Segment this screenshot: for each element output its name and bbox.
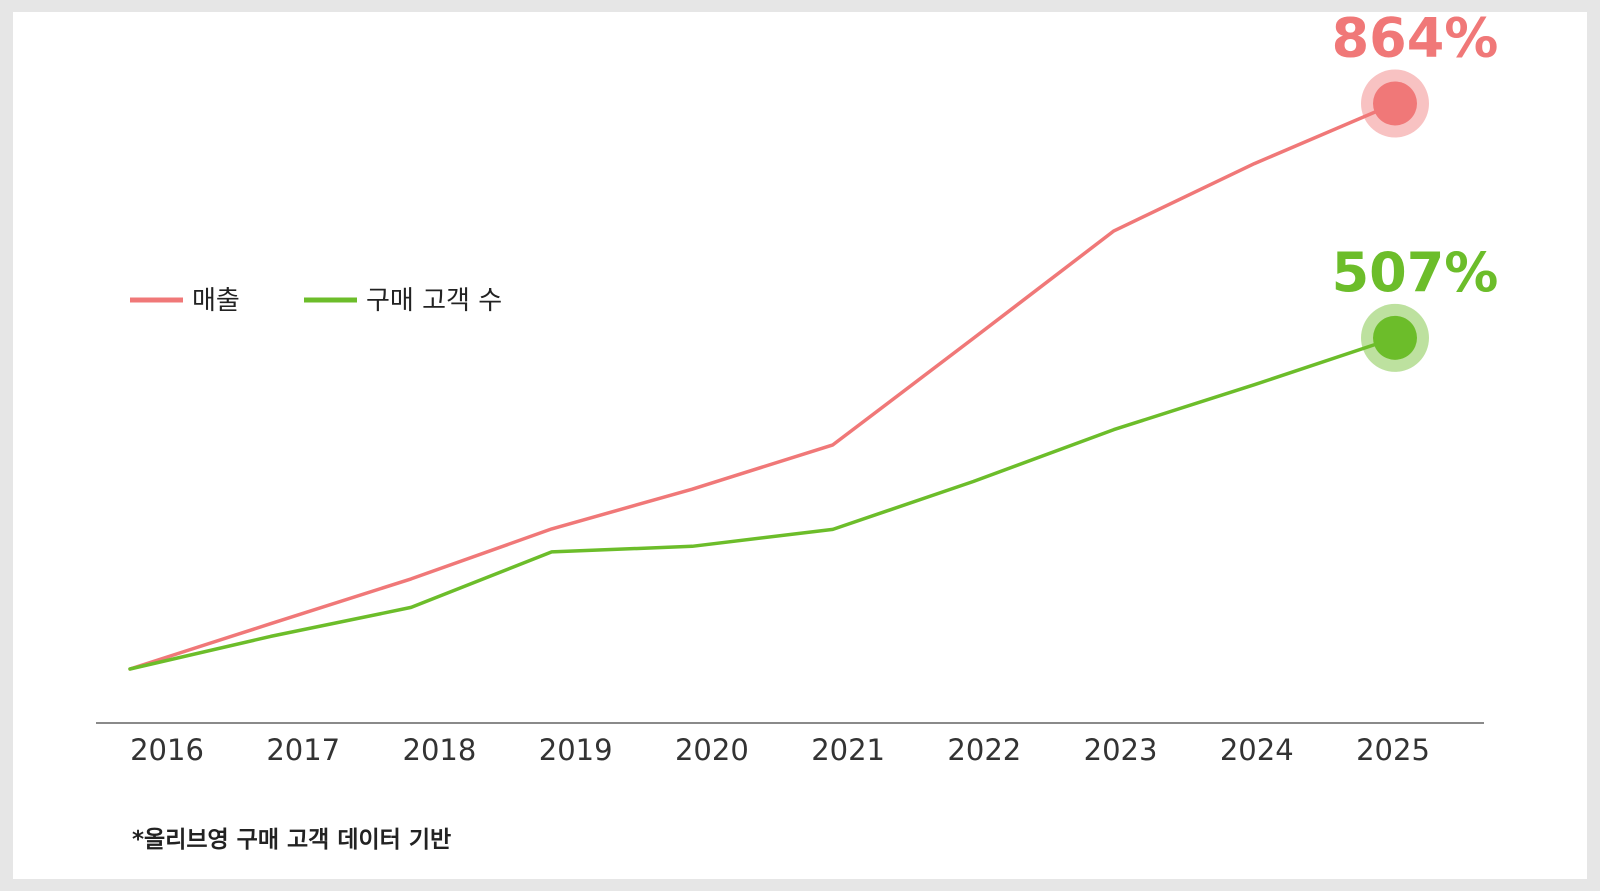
x-tick-label-2018: 2018 — [403, 733, 477, 767]
legend: 매출 구매 고객 수 — [130, 286, 502, 316]
x-tick-label-2016: 2016 — [130, 733, 204, 767]
x-tick-label-2019: 2019 — [539, 733, 613, 767]
x-tick-label-2024: 2024 — [1220, 733, 1294, 767]
x-tick-label-2021: 2021 — [811, 733, 885, 767]
x-tick-label-2017: 2017 — [266, 733, 340, 767]
end-value-label-0: 864% — [1332, 6, 1499, 69]
end-marker-1 — [1373, 315, 1417, 360]
series-line-1 — [128, 336, 1397, 671]
end-value-label-1: 507% — [1332, 241, 1499, 304]
x-tick-label-2025: 2025 — [1356, 733, 1430, 767]
chart-frame — [13, 12, 1587, 879]
x-tick-label-2022: 2022 — [947, 733, 1021, 767]
x-axis: 2016 2017 2018 2019 2020 2021 2022 2023 2024 2025 — [96, 722, 1484, 767]
legend-label-0: 매출 — [192, 286, 240, 316]
x-tick-label-2023: 2023 — [1084, 733, 1158, 767]
legend-label-1: 구매 고객 수 — [366, 286, 502, 316]
x-tick-label-2020: 2020 — [675, 733, 749, 767]
series-line-0 — [128, 101, 1397, 671]
end-marker-0 — [1373, 81, 1417, 126]
series-layer: 864% 507% — [128, 6, 1499, 671]
footnote: *올리브영 구매 고객 데이터 기반 — [132, 827, 452, 853]
